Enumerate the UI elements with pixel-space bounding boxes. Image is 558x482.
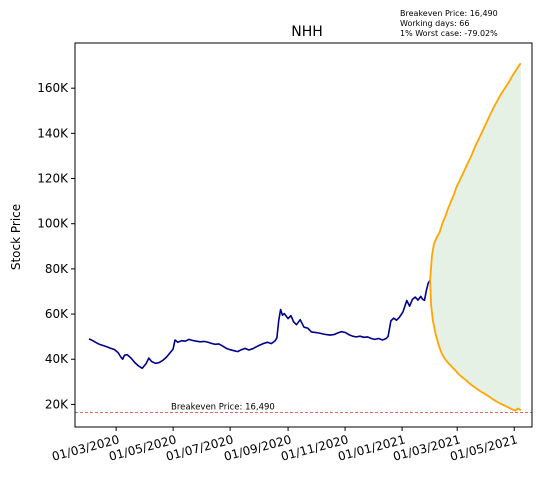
chart-title: NHH [291, 24, 323, 40]
y-tick-label: 80K [45, 262, 69, 276]
y-tick-label: 160K [37, 81, 69, 95]
y-tick-label: 140K [37, 126, 69, 140]
x-axis: 01/03/202001/05/202001/07/202001/09/2020… [50, 427, 519, 464]
y-axis-label: Stock Price [9, 204, 23, 270]
stats-line: Working days: 66 [400, 19, 469, 28]
plot-frame [74, 42, 533, 428]
y-tick-label: 40K [45, 352, 69, 366]
breakeven-layer: Breakeven Price: 16,490 [75, 402, 532, 413]
stats-line: 1% Worst case: -79.02% [400, 29, 498, 38]
series-line-history [88, 279, 431, 370]
stats-line: Breakeven Price: 16,490 [400, 9, 498, 18]
series-line-worst-case [429, 280, 522, 412]
y-tick-label: 60K [45, 307, 69, 321]
forecast-band-layer [430, 63, 521, 411]
y-tick-label: 20K [45, 397, 69, 411]
forecast-band [430, 63, 521, 411]
series-line-best-case [429, 62, 522, 281]
y-tick-label: 100K [37, 217, 69, 231]
y-axis: 20K 40K 60K 80K 100K 120K 140K 160K [37, 81, 75, 411]
breakeven-label: Breakeven Price: 16,490 [171, 402, 275, 412]
series-layer [88, 62, 522, 412]
y-tick-label: 120K [37, 172, 69, 186]
